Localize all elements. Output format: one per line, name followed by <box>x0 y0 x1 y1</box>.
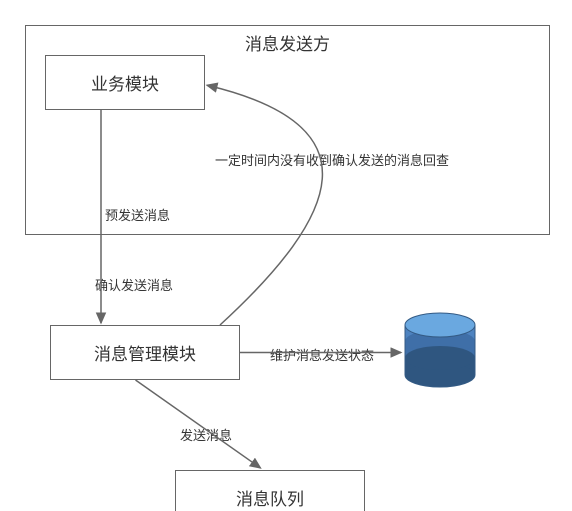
edge-label-send: 发送消息 <box>180 425 232 444</box>
message-queue-label: 消息队列 <box>236 485 304 510</box>
message-manager-label: 消息管理模块 <box>94 340 196 365</box>
business-module-box: 业务模块 <box>45 55 205 110</box>
edge-label-confirm: 确认发送消息 <box>95 275 173 294</box>
sender-group-title: 消息发送方 <box>245 30 330 55</box>
business-module-label: 业务模块 <box>91 70 159 95</box>
edge-label-callback: 一定时间内没有收到确认发送的消息回查 <box>215 150 449 169</box>
diagram-root: 消息发送方 业务模块 消息管理模块 消息队列 预发送消息 确认发送消息 一定时间… <box>0 0 572 511</box>
edge-label-maintain: 维护消息发送状态 <box>270 345 374 364</box>
edge-label-presend: 预发送消息 <box>105 205 170 224</box>
database-icon <box>405 313 475 387</box>
message-queue-box: 消息队列 <box>175 470 365 511</box>
message-manager-box: 消息管理模块 <box>50 325 240 380</box>
